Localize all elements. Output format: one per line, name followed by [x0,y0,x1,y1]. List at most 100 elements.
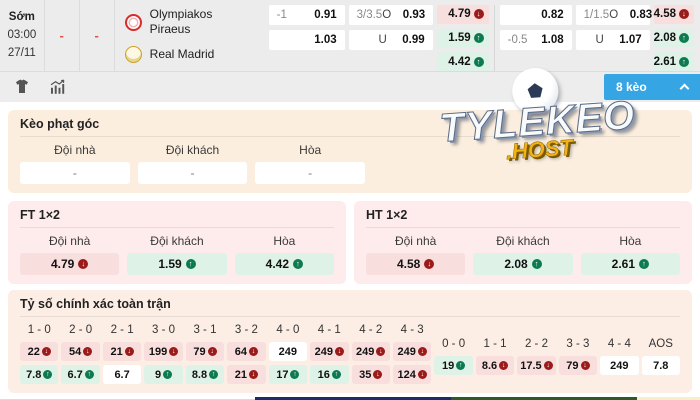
score-label: 4 - 2 [359,324,383,336]
jersey-icon[interactable] [13,78,31,96]
x12-odds-cell[interactable]: 4.58 ↓ [653,5,695,24]
score-odds-cell[interactable]: 8.6 ↓ [475,356,515,375]
team-row[interactable]: Real Madrid [124,44,259,64]
score-odds-cell[interactable]: 64 ↓ [227,342,266,361]
handicap-odds-cell[interactable]: 1.03 [268,30,345,50]
score-odds-cell[interactable]: 19 ↑ [434,356,473,375]
odds-group-ou: 3/3.5 O 0.93 U 0.99 [348,5,433,71]
team-row[interactable]: Olympiakos Piraeus [124,7,259,37]
corner-odds-cell[interactable]: - [20,162,130,184]
trend-down-icon: ↓ [249,370,259,379]
score-odds-cell[interactable]: 21 ↓ [102,342,142,361]
score-column-draw: AOS 7.8 [641,323,680,384]
score-odds-cell[interactable]: 124 ↓ [392,365,432,384]
1x2-odds-cell[interactable]: 2.08 ↑ [473,253,573,275]
score-odds-cell[interactable]: 54 ↓ [61,342,100,361]
trend-down-icon: ↓ [207,347,217,356]
score-odds-cell[interactable]: 6.7 [102,365,142,384]
1x2-odds-cell[interactable]: 4.58 ↓ [366,253,466,275]
over-under-odds-cell[interactable]: U 0.99 [348,30,433,50]
score-odds-cell[interactable]: 249 ↓ [392,342,432,361]
score-label: 2 - 1 [110,324,134,336]
team-name: Olympiakos Piraeus [149,7,213,36]
ft-1x2-section: FT 1×2 Đội nhà 4.79 ↓ Đội khách 1.59 ↑ Hòa 4.42… [8,201,346,284]
handicap-odds-cell[interactable]: 0.82 [499,5,572,25]
x12-odds-cell[interactable]: 4.42 ↑ [436,52,489,72]
score-odds-cell[interactable]: 7.8 ↑ [20,365,59,384]
1x2-odds-cell[interactable]: 1.59 ↑ [127,253,227,275]
trend-up-icon: ↑ [293,259,303,269]
odds-half-divider [493,5,495,71]
score-odds-cell[interactable]: 16 ↑ [310,365,349,384]
score-label: 1 - 1 [483,338,507,350]
odds-column: Đội khách 2.08 ↑ [473,234,573,275]
score-odds-cell[interactable]: 249 [600,356,639,375]
trend-up-icon: ↑ [331,370,341,379]
score-odds-cell[interactable]: 9 ↑ [144,365,183,384]
score-column-draw: 4 - 4 249 [600,323,639,384]
score-odds-cell[interactable]: 35 ↓ [351,365,390,384]
score-label: 3 - 0 [152,324,176,336]
corner-odds-cell[interactable]: - [137,162,248,184]
over-under-odds-cell[interactable]: 1/1.5 O 0.83 [575,5,652,25]
score-odds-cell[interactable]: 79 ↓ [185,342,225,361]
score-odds-cell[interactable]: 249 [268,342,308,361]
1x2-odds-cell[interactable]: 2.61 ↑ [580,253,680,275]
score-odds-cell[interactable]: 22 ↓ [20,342,59,361]
odds-column: Hòa - [255,143,366,184]
column-header: Đội khách [496,234,550,248]
trend-down-icon: ↓ [334,347,344,356]
score-column: 3 - 0 199 ↓ 9 ↑ [144,323,183,384]
x12-odds-cell[interactable]: 4.79 ↓ [436,5,489,24]
over-under-odds-cell[interactable]: U 1.07 [575,30,650,50]
olympiakos-logo [124,13,142,31]
1x2-odds-cell[interactable]: 4.42 ↑ [234,253,334,275]
score-odds-cell[interactable]: 21 ↓ [227,365,266,384]
corner-odds-cell[interactable]: - [255,162,366,184]
x12-odds-cell[interactable]: 2.61 ↑ [653,52,695,72]
odds-group-ou: 1/1.5 O 0.83 U 1.07 [575,5,652,71]
score-odds-cell[interactable]: 6.7 ↑ [61,365,100,384]
score-odds-cell[interactable]: 249 ↓ [351,342,390,361]
score-odds-cell[interactable]: 7.8 [641,356,680,375]
ht-1x2-section: HT 1×2 Đội nhà 4.58 ↓ Đội khách 2.08 ↑ Hòa 2.61… [354,201,692,284]
trend-down-icon: ↓ [473,9,484,20]
odds-column: Đội nhà 4.58 ↓ [366,234,466,275]
score-odds-cell[interactable]: 79 ↓ [558,356,598,375]
time-cell: Sớm 03:00 27/11 [0,0,45,71]
stats-chart-icon[interactable] [48,78,66,96]
match-row-olympiakos: Sớm 03:00 27/11- - Olympiakos Piraeus Real Mad… [0,0,700,72]
score-column-draw: 0 - 0 19 ↑ [434,323,473,384]
correct-score-grid: 1 - 0 22 ↓ 7.8 ↑ 2 - 0 54 ↓ 6.7 ↑ 2 - 1 21 ↓ 6.7 3 - 0… [20,323,680,384]
score-column-draw: 3 - 3 79 ↓ [558,323,598,384]
score-odds-cell[interactable]: 17.5 ↓ [517,356,556,375]
bottom-banner-strip [637,397,700,400]
column-header: Đội nhà [54,143,96,157]
score-label: 2 - 0 [69,324,93,336]
over-under-odds-cell[interactable]: 3/3.5 O 0.93 [348,5,433,25]
x12-odds-cell[interactable]: 1.59 ↑ [436,28,489,48]
trend-up-icon: ↑ [43,370,53,379]
odds-column: Đội khách - [137,143,248,184]
column-header: Hòa [299,143,322,157]
x12-odds-cell[interactable]: 2.08 ↑ [653,28,695,48]
column-header: Đội khách [165,143,220,157]
score-odds-cell[interactable]: 199 ↓ [144,342,183,361]
score-label: 3 - 3 [566,338,590,350]
handicap-odds-cell[interactable]: -0.5 1.08 [499,30,572,50]
corner-columns: Đội nhà - Đội khách - Hòa - [20,143,366,184]
score-column: 2 - 0 54 ↓ 6.7 ↑ [61,323,100,384]
score-odds-cell[interactable]: 17 ↑ [268,365,308,384]
score-odds-cell[interactable]: 249 ↓ [310,342,349,361]
trend-up-icon: ↑ [84,370,94,379]
keo-count-label: 8 kèo [616,80,647,94]
score-label: 1 - 0 [27,324,51,336]
match-date: 27/11 [7,46,36,59]
1x2-odds-cell[interactable]: 4.79 ↓ [20,253,120,275]
score-odds-cell[interactable]: 8.8 ↑ [185,365,225,384]
handicap-odds-cell[interactable]: -1 0.91 [268,5,345,25]
score-label: 2 - 2 [524,338,548,350]
odds-column: Đội nhà - [20,143,130,184]
keo-count-button[interactable]: 8 kèo [604,74,700,100]
score-column-draw: 1 - 1 8.6 ↓ [475,323,515,384]
